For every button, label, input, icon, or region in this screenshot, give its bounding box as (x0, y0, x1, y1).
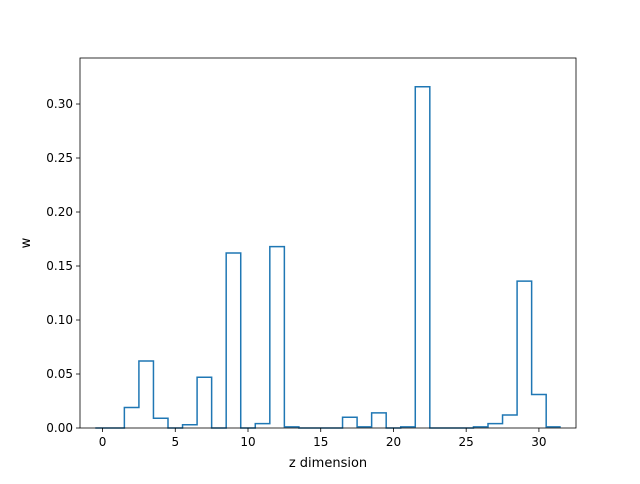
y-tick-label: 0.25 (46, 151, 73, 165)
x-tick-label: 15 (313, 435, 328, 449)
y-tick-label: 0.00 (46, 421, 73, 435)
x-tick-label: 10 (240, 435, 255, 449)
y-tick-label: 0.15 (46, 259, 73, 273)
y-tick-label: 0.05 (46, 367, 73, 381)
x-axis-label: z dimension (289, 456, 367, 471)
y-axis-ticks: 0.00 0.05 0.10 0.15 0.20 0.25 0.30 (46, 97, 80, 435)
x-tick-label: 20 (386, 435, 401, 449)
x-axis-ticks: 0 5 10 15 20 25 30 (99, 428, 547, 449)
x-tick-label: 5 (171, 435, 179, 449)
x-tick-label: 30 (531, 435, 546, 449)
x-tick-label: 0 (99, 435, 107, 449)
y-tick-label: 0.30 (46, 97, 73, 111)
y-axis-label: w (19, 237, 34, 248)
plot-frame (79, 57, 577, 429)
y-tick-label: 0.20 (46, 205, 73, 219)
x-tick-label: 25 (459, 435, 474, 449)
plot-area (80, 58, 576, 428)
y-tick-label: 0.10 (46, 313, 73, 327)
